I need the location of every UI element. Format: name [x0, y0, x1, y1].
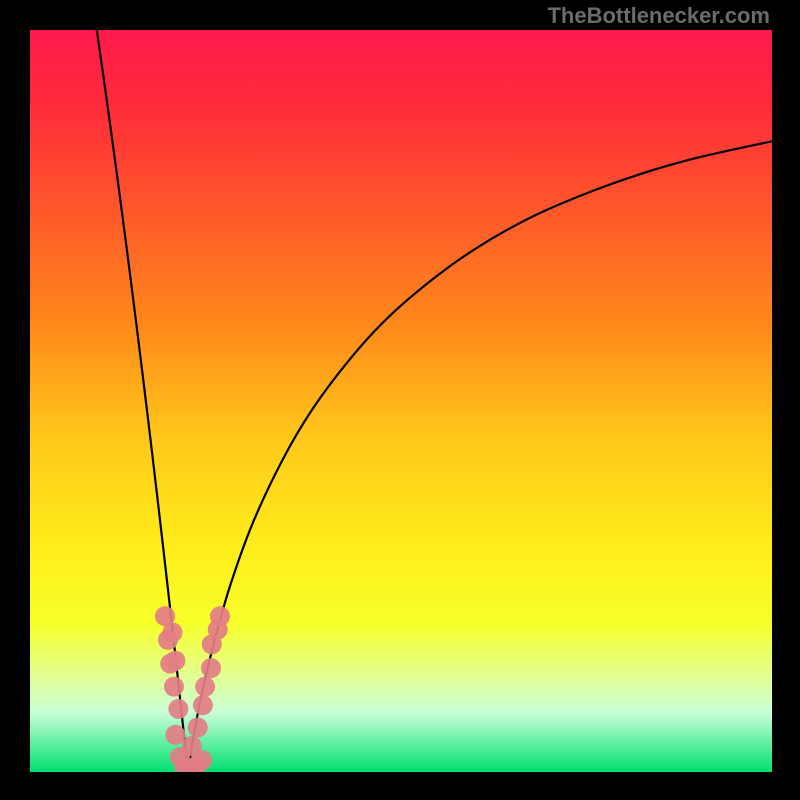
- watermark-text: TheBottlenecker.com: [547, 3, 770, 29]
- scatter-point: [162, 623, 182, 643]
- scatter-point: [188, 717, 208, 737]
- scatter-point: [164, 677, 184, 697]
- chart-container: TheBottlenecker.com: [0, 0, 800, 800]
- scatter-point: [182, 736, 202, 756]
- scatter-point: [168, 699, 188, 719]
- scatter-point: [165, 651, 185, 671]
- scatter-point: [193, 695, 213, 715]
- chart-svg: [0, 0, 800, 800]
- scatter-point: [201, 658, 221, 678]
- scatter-point: [165, 725, 185, 745]
- scatter-point: [210, 606, 230, 626]
- scatter-point: [195, 677, 215, 697]
- gradient-background: [30, 30, 772, 772]
